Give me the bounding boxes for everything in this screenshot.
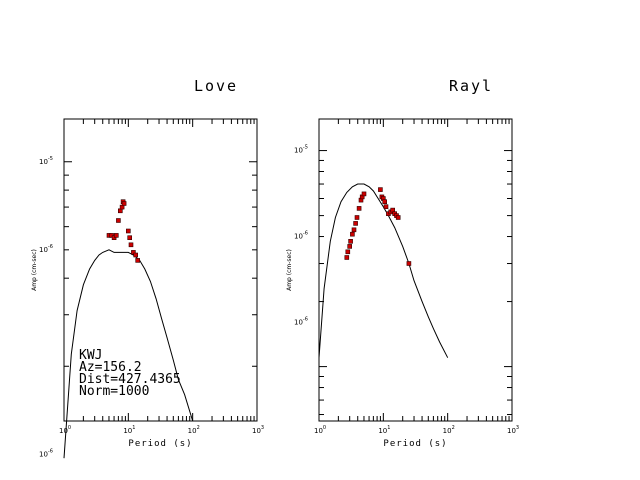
data-point — [383, 204, 389, 209]
x-tick-exponent: 3 — [516, 425, 519, 431]
data-point — [128, 242, 134, 248]
data-point — [118, 208, 123, 214]
data-point — [116, 218, 121, 223]
x-tick-label: 102 — [443, 425, 455, 435]
y-tick-label: 10-6 — [39, 244, 53, 254]
x-tick-exponent: 2 — [452, 425, 455, 431]
data-point — [344, 255, 350, 260]
x-tick-label: 103 — [252, 425, 264, 435]
y-tick-base: 10 — [39, 450, 48, 458]
x-tick-label: 100 — [314, 425, 326, 435]
y-tick-label: 10-5 — [294, 145, 308, 155]
x-axis-label: Period (s) — [383, 439, 447, 449]
data-point — [354, 215, 360, 220]
x-tick-exponent: 1 — [132, 425, 135, 431]
x-tick-base: 10 — [59, 427, 68, 435]
x-tick-base: 10 — [443, 427, 452, 435]
y-tick-base: 10 — [294, 147, 303, 155]
data-point — [347, 244, 353, 249]
data-point — [121, 201, 127, 206]
y-tick-exponent: -6 — [303, 231, 308, 237]
data-point — [350, 231, 355, 237]
data-point — [351, 227, 357, 233]
plot-frame — [318, 118, 513, 422]
data-point — [353, 221, 358, 226]
data-point — [109, 233, 114, 238]
plot-frame — [63, 118, 258, 422]
y-tick-exponent: -6 — [303, 317, 308, 323]
y-tick-base: 10 — [294, 319, 303, 327]
x-tick-exponent: 0 — [68, 425, 71, 431]
model-curve — [318, 183, 449, 358]
y-tick-base: 10 — [294, 233, 303, 241]
x-tick-label: 100 — [59, 425, 71, 435]
data-point — [395, 215, 401, 220]
station-info-line: Az=156.2 — [79, 360, 142, 375]
y-tick-exponent: -5 — [303, 145, 308, 151]
data-point — [126, 228, 131, 234]
data-point — [133, 252, 138, 258]
x-tick-base: 10 — [314, 427, 323, 435]
x-tick-exponent: 1 — [387, 425, 390, 431]
data-point — [345, 249, 351, 255]
y-tick-label: 10-6 — [294, 317, 308, 327]
y-tick-exponent: -6 — [48, 244, 53, 250]
x-tick-base: 10 — [188, 427, 197, 435]
x-tick-base: 10 — [507, 427, 516, 435]
y-tick-label: 10-5 — [39, 156, 53, 166]
x-tick-label: 102 — [188, 425, 200, 435]
y-tick-label: 10-6 — [294, 231, 308, 241]
data-point — [406, 261, 412, 266]
x-tick-base: 10 — [378, 427, 387, 435]
x-tick-label: 103 — [507, 425, 519, 435]
station-info-line: KWJ — [79, 348, 102, 363]
x-tick-exponent: 0 — [323, 425, 326, 431]
data-point — [348, 239, 353, 244]
x-tick-label: 101 — [378, 425, 390, 435]
data-point — [378, 187, 383, 192]
data-point — [114, 233, 119, 238]
data-point — [127, 235, 132, 240]
y-tick-exponent: -5 — [48, 156, 53, 162]
y-tick-base: 10 — [39, 158, 48, 166]
x-tick-exponent: 2 — [197, 425, 200, 431]
y-tick-base: 10 — [39, 246, 48, 254]
x-tick-exponent: 3 — [261, 425, 264, 431]
y-axis-label: Amp (cm-sec) — [286, 249, 293, 291]
y-axis-label: Amp (cm-sec) — [31, 249, 38, 291]
y-tick-label: 10-6 — [39, 448, 53, 458]
station-info-line: Norm=1000 — [79, 384, 149, 399]
data-point — [135, 258, 140, 263]
model-curve — [63, 249, 194, 459]
x-tick-base: 10 — [252, 427, 261, 435]
data-point — [382, 199, 388, 204]
data-point — [131, 250, 136, 255]
chart-title: Rayl — [449, 77, 493, 95]
data-point — [356, 206, 362, 211]
x-axis-label: Period (s) — [128, 439, 192, 449]
station-info-line: Dist=427.4365 — [79, 372, 181, 387]
data-point — [361, 191, 367, 197]
x-tick-base: 10 — [123, 427, 132, 435]
x-tick-label: 101 — [123, 425, 135, 435]
chart-title: Love — [194, 77, 238, 95]
y-tick-exponent: -6 — [48, 448, 53, 454]
